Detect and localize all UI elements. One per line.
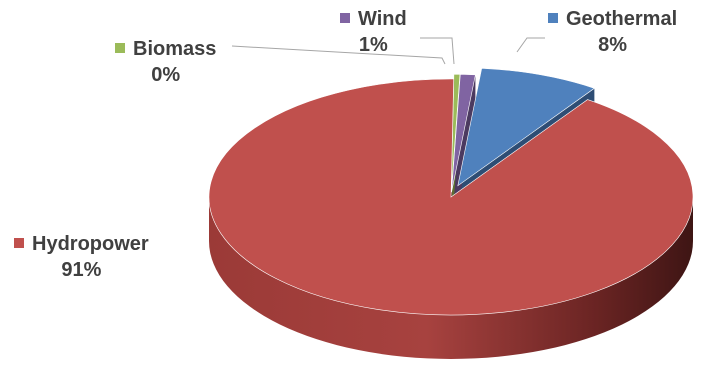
leader-line-biomass (231, 45, 446, 65)
slice-value-biomass: 0% (151, 64, 181, 86)
slice-value-geothermal: 8% (598, 34, 628, 56)
label-wind: Wind 1% (340, 6, 407, 58)
slice-wind (451, 73, 476, 193)
slice-hydropower (208, 78, 694, 316)
slice-side-hydropower (209, 197, 693, 359)
legend-key-geothermal (548, 13, 558, 23)
pie-tops (208, 67, 694, 316)
legend-key-wind (340, 13, 350, 23)
slice-value-hydropower: 91% (61, 259, 102, 281)
slice-name-hydropower: Hydropower (32, 233, 149, 255)
leader-line-wind (420, 37, 455, 65)
slice-geothermal (457, 67, 596, 187)
legend-key-biomass (115, 43, 125, 53)
label-hydropower: Hydropower 91% (14, 231, 149, 283)
legend-key-hydropower (14, 238, 24, 248)
slice-name-wind: Wind (358, 8, 407, 30)
leader-lines (231, 37, 545, 65)
slice-name-geothermal: Geothermal (566, 8, 678, 30)
slice-name-biomass: Biomass (133, 38, 217, 60)
label-geothermal: Geothermal 8% (548, 6, 677, 58)
label-biomass: Biomass 0% (115, 36, 216, 88)
slice-value-wind: 1% (358, 34, 388, 56)
leader-line-geothermal (516, 37, 545, 53)
